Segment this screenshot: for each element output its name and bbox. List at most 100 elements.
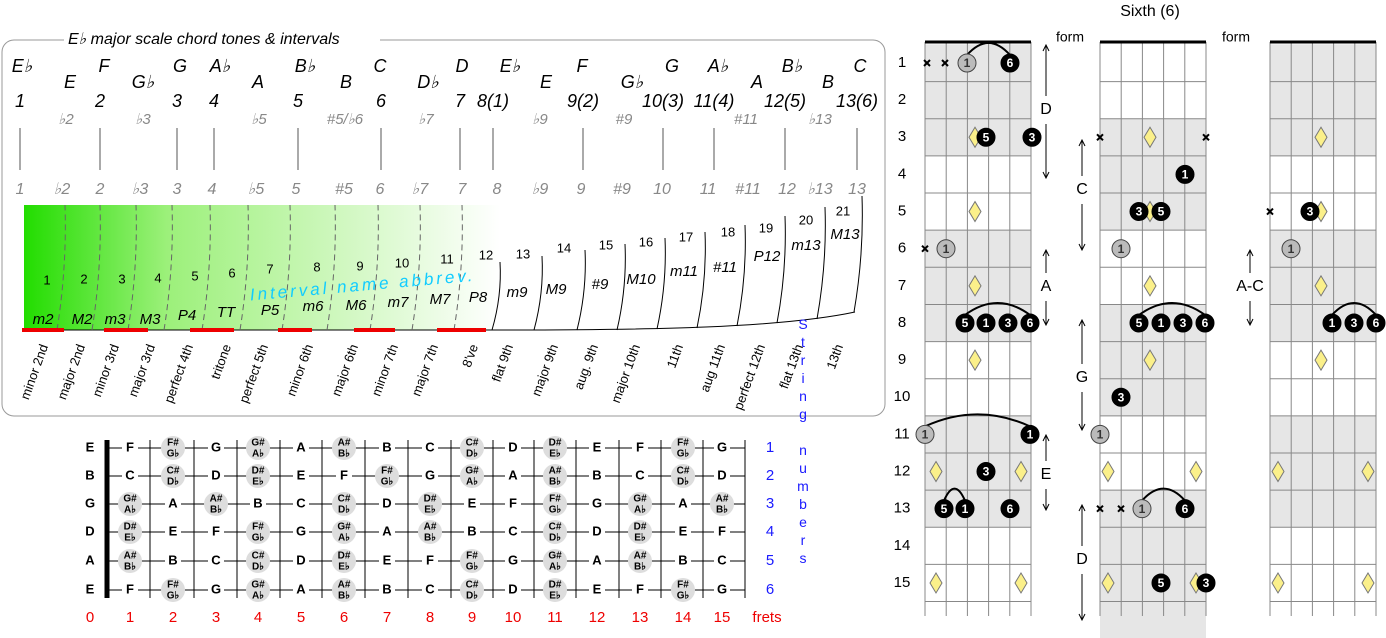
interval-abbrev: P12 <box>754 248 781 265</box>
range-label: C <box>1076 181 1088 198</box>
scale-degree: 8(1) <box>477 91 509 111</box>
interval-degree: ♭7 <box>412 181 430 198</box>
interval-divider <box>281 204 291 331</box>
note: D♭ <box>252 562 264 573</box>
note-backdrop <box>250 496 266 512</box>
note-backdrop <box>422 440 438 456</box>
scale-degree: 12(5) <box>764 91 806 111</box>
semitone-count: 16 <box>639 234 653 249</box>
fret-number: 6 <box>340 609 348 626</box>
interval-abbrev: m9 <box>507 284 528 301</box>
string-caption: String numbers <box>795 316 811 568</box>
fret-number: 2 <box>898 91 906 108</box>
note: F# <box>466 551 478 562</box>
chord-tone <box>1111 239 1131 259</box>
note-backdrop <box>379 440 395 456</box>
note-backdrop <box>505 524 521 540</box>
note: D♭ <box>549 533 561 544</box>
note: B <box>382 439 391 454</box>
interval-degree: ♭3 <box>132 181 149 198</box>
interval-degree: 1 <box>16 181 25 198</box>
note: F <box>340 467 348 482</box>
note: E♭ <box>549 449 561 460</box>
note: D# <box>549 580 562 591</box>
note: C# <box>677 466 690 477</box>
accidental-backdrop <box>671 464 695 488</box>
note: E♭ <box>338 562 350 573</box>
accidental-backdrop <box>118 549 142 573</box>
chord-tone-label: 5 <box>1158 205 1165 219</box>
barre-arc <box>1331 301 1377 316</box>
note: D# <box>124 522 137 533</box>
accidental-backdrop <box>161 436 185 460</box>
semitone-count: 9 <box>356 258 363 273</box>
barre-arc <box>966 42 1011 56</box>
note-name: A <box>251 72 264 92</box>
chord-tone-label: 3 <box>1118 390 1125 404</box>
scale-degree: 11(4) <box>694 91 735 111</box>
note-backdrop <box>464 524 480 540</box>
accidental-backdrop <box>375 464 399 488</box>
chord-tone-label: 3 <box>1029 130 1036 144</box>
fret-number: 12 <box>589 609 606 626</box>
accidental-backdrop <box>204 492 228 516</box>
interval-divider <box>696 231 706 329</box>
note: D♭ <box>167 477 179 488</box>
scale-tone-diamond <box>1314 274 1328 297</box>
note-backdrop <box>675 553 691 569</box>
note: F# <box>381 466 393 477</box>
note: G <box>296 523 306 538</box>
note: D <box>211 467 220 482</box>
interval-divider <box>56 204 66 331</box>
chord-tone <box>915 424 935 444</box>
accidental-backdrop <box>118 520 142 544</box>
note: E <box>679 523 688 538</box>
chord-tone <box>936 239 956 259</box>
accidental-backdrop <box>246 578 270 602</box>
scale-tone-diamond <box>1314 349 1328 372</box>
muted-string <box>921 244 929 253</box>
note-backdrop <box>379 524 395 540</box>
note-name: E♭ <box>12 56 33 76</box>
title: E♭ major scale chord tones & intervals <box>68 31 340 48</box>
note-backdrop <box>336 468 352 484</box>
note: B♭ <box>124 562 136 573</box>
scale-tone-diamond <box>1014 571 1028 594</box>
note-name: C <box>854 56 868 76</box>
form-shade <box>1270 490 1376 528</box>
interval-divider <box>326 204 336 331</box>
accidental-backdrop <box>460 578 484 602</box>
chord-tone <box>1090 424 1110 444</box>
note-name: F <box>577 56 589 76</box>
note-backdrop <box>208 440 224 456</box>
note-backdrop <box>714 553 730 569</box>
scale-tone-diamond <box>929 571 943 594</box>
fret-number: 8 <box>426 609 434 626</box>
chord-tone <box>1132 499 1152 519</box>
fret-number: 1 <box>898 54 906 71</box>
note: D <box>717 467 726 482</box>
note: B <box>85 467 94 482</box>
note-backdrop <box>122 440 138 456</box>
fret-number: 13 <box>632 609 649 626</box>
note: D <box>382 495 391 510</box>
scale-tone-diamond <box>1143 349 1157 372</box>
interval-divider <box>453 204 463 331</box>
scale-tone-diamond <box>968 200 982 223</box>
note: C# <box>252 551 265 562</box>
semitone-count: 18 <box>721 224 735 239</box>
interval-baseline <box>24 311 856 331</box>
note: A <box>296 439 306 454</box>
note: E <box>86 581 95 596</box>
fret-number: 7 <box>898 277 906 294</box>
note: B <box>168 552 177 567</box>
chord-tone-label: 1 <box>962 502 969 516</box>
note-backdrop <box>589 496 605 512</box>
accidental-backdrop <box>246 549 270 573</box>
chord-tone <box>1111 387 1131 407</box>
form-shade <box>1100 601 1206 638</box>
range-label: E <box>1041 466 1052 483</box>
note-backdrop <box>208 468 224 484</box>
note: E <box>593 439 602 454</box>
chord-tone <box>1129 202 1149 222</box>
